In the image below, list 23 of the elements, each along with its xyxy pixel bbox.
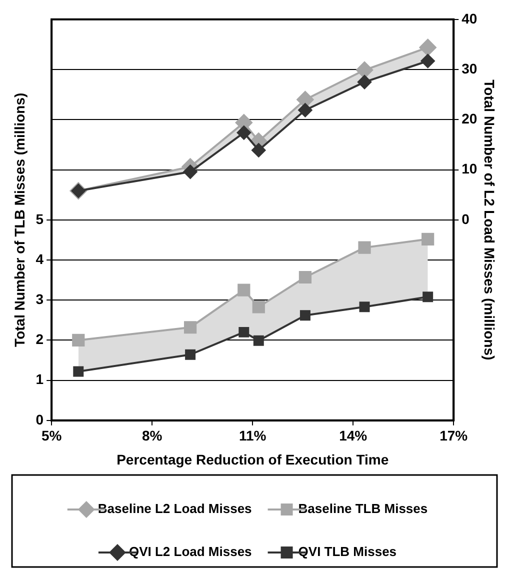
y2-tick-label: 0 bbox=[462, 210, 470, 227]
y-tick-label: 4 bbox=[36, 250, 44, 267]
y-tick-label: 0 bbox=[36, 411, 44, 428]
y-tick-label: 2 bbox=[36, 331, 44, 348]
x-tick-label: 8% bbox=[142, 428, 163, 444]
y-axis-title: Total Number of TLB Misses (millions) bbox=[11, 92, 28, 347]
legend-label: QVI L2 Load Misses bbox=[128, 544, 252, 560]
y-tick-label: 1 bbox=[36, 371, 44, 388]
y-tick-label: 3 bbox=[36, 290, 44, 307]
x-tick-label: 17% bbox=[440, 428, 468, 444]
x-tick-label: 5% bbox=[41, 428, 62, 444]
legend-label: Baseline TLB Misses bbox=[298, 501, 428, 516]
legend-label: QVI TLB Misses bbox=[298, 544, 397, 560]
y2-tick-label: 20 bbox=[462, 110, 478, 127]
y-tick-label: 5 bbox=[36, 210, 44, 227]
x-tick-label: 14% bbox=[339, 428, 368, 444]
x-axis-title: Percentage Reduction of Execution Time bbox=[116, 451, 389, 468]
legend-label: Baseline L2 Load Misses bbox=[98, 501, 252, 516]
y2-axis-title: Total Number of L2 Load Misses (millions) bbox=[482, 80, 498, 360]
y2-tick-label: 10 bbox=[462, 160, 478, 177]
y2-tick-label: 40 bbox=[462, 10, 478, 26]
y2-tick-label: 30 bbox=[462, 60, 478, 76]
x-tick-label: 11% bbox=[238, 428, 267, 444]
